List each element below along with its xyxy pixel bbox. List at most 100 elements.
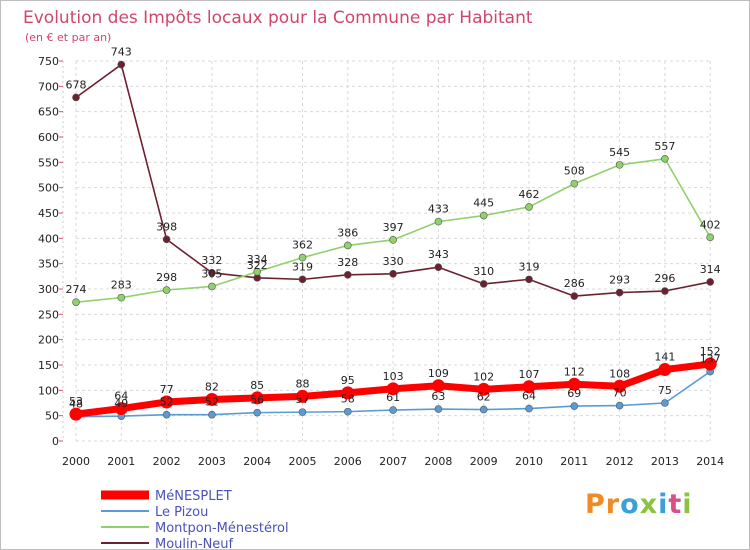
data-point-2 [570,179,579,188]
y-tick-label: 200 [38,334,59,347]
data-point-1 [525,404,533,413]
data-label-0: 82 [205,380,219,393]
data-point-2 [72,298,80,306]
data-label-2: 433 [428,203,449,216]
data-label-1: 69 [567,387,581,400]
data-point-3 [117,60,126,69]
data-point-1 [298,408,307,416]
data-label-3: 332 [201,254,222,267]
legend-label-0: MéNESPLET [155,489,232,504]
data-label-0: 112 [564,365,585,378]
data-point-2 [706,233,715,242]
data-point-0 [296,389,309,403]
data-point-1 [389,406,397,414]
data-point-2 [389,236,397,244]
data-label-0: 95 [341,374,355,387]
data-point-2 [434,217,443,226]
data-label-1: 57 [296,393,310,406]
data-label-0: 53 [69,395,83,408]
data-label-0: 107 [519,368,540,381]
data-point-0 [703,357,717,371]
data-label-3: 328 [337,256,358,269]
data-point-3 [343,271,352,279]
data-point-0 [567,377,581,391]
y-tick-label: 450 [38,207,59,220]
data-label-1: 70 [613,387,627,400]
y-tick-label: 250 [38,308,59,321]
data-label-1: 56 [250,394,264,407]
data-label-1: 64 [522,390,536,403]
data-label-1: 52 [160,396,174,409]
data-point-3 [389,269,397,278]
data-point-2 [525,203,533,211]
data-label-2: 274 [66,283,87,296]
data-point-2 [343,241,352,250]
x-tick-label: 2008 [424,455,452,468]
data-label-3: 743 [111,46,132,59]
data-label-0: 102 [473,370,494,383]
data-label-0: 88 [296,377,310,390]
data-point-2 [661,154,669,163]
x-tick-label: 2013 [651,455,679,468]
data-point-3 [298,275,307,284]
x-tick-label: 2003 [198,455,226,468]
data-point-1 [615,401,624,410]
x-tick-label: 2009 [470,455,498,468]
data-label-2: 445 [473,197,494,210]
data-label-0: 141 [654,351,675,364]
data-point-3 [525,275,533,284]
data-point-3 [162,235,171,244]
x-tick-label: 2014 [696,455,724,468]
data-point-1 [570,402,579,410]
data-label-0: 103 [383,370,404,383]
data-point-0 [160,395,174,409]
data-label-3: 398 [156,220,177,233]
data-label-3: 330 [383,255,404,268]
data-label-3: 343 [428,248,449,261]
data-label-1: 49 [114,397,128,410]
x-tick-label: 2005 [289,455,317,468]
x-tick-label: 2002 [153,455,181,468]
data-label-3: 310 [473,265,494,278]
data-point-3 [706,278,715,286]
data-point-1 [162,410,171,419]
data-label-2: 298 [156,271,177,284]
data-point-0 [431,379,445,393]
data-label-1: 58 [341,393,355,406]
data-label-2: 508 [564,165,585,178]
data-point-0 [477,382,491,396]
y-tick-label: 750 [38,55,59,68]
data-label-2: 283 [111,279,132,292]
y-tick-label: 400 [38,232,59,245]
data-label-3: 319 [292,260,313,273]
data-point-2 [253,267,262,276]
y-tick-label: 0 [52,435,59,448]
y-tick-label: 650 [38,106,59,119]
y-tick-label: 550 [38,156,59,169]
x-tick-label: 2001 [107,455,135,468]
data-label-3: 678 [66,78,87,91]
data-label-2: 334 [247,253,268,266]
x-tick-label: 2000 [62,455,90,468]
data-point-3 [434,263,443,272]
data-label-3: 293 [609,274,630,287]
x-tick-label: 2007 [379,455,407,468]
proxiti-logo: Proxiti [585,489,693,520]
data-label-3: 296 [654,272,675,285]
data-point-1 [434,405,443,413]
data-label-3: 286 [564,277,585,290]
data-point-0 [522,380,536,394]
data-point-2 [479,211,488,220]
y-tick-label: 700 [38,80,59,93]
data-point-3 [72,93,80,102]
data-label-1: 63 [431,390,445,403]
data-point-2 [615,161,624,169]
data-point-0 [386,382,400,396]
data-point-3 [479,280,488,288]
chart-title: Evolution des Impôts locaux pour la Comm… [23,8,533,28]
data-label-2: 402 [700,218,721,231]
legend-label-3: Moulin-Neuf [155,537,234,549]
y-tick-label: 350 [38,258,59,271]
